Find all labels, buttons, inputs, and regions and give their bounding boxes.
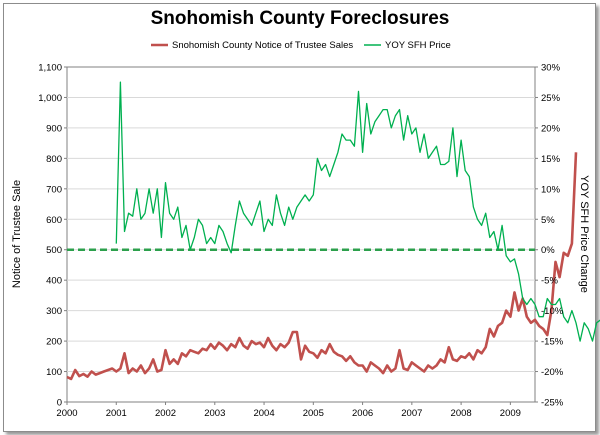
left-tick-label: 600 bbox=[46, 215, 62, 226]
x-tick-label: 2003 bbox=[204, 408, 225, 419]
right-tick-label: 25% bbox=[541, 93, 561, 104]
x-tick-label: 2000 bbox=[56, 408, 77, 419]
left-tick-label: 300 bbox=[46, 306, 62, 317]
x-tick-label: 2009 bbox=[500, 408, 521, 419]
left-tick-label: 500 bbox=[46, 245, 62, 256]
x-tick-label: 2002 bbox=[155, 408, 176, 419]
right-tick-label: -10% bbox=[541, 306, 564, 317]
right-tick-label: 0% bbox=[541, 245, 555, 256]
legend-label-trustee-sales: Snohomish County Notice of Trustee Sales bbox=[172, 40, 353, 51]
left-tick-label: 0 bbox=[57, 398, 62, 409]
x-tick-label: 2001 bbox=[106, 408, 127, 419]
right-tick-label: 10% bbox=[541, 184, 561, 195]
right-tick-label: -20% bbox=[541, 367, 564, 378]
legend: Snohomish County Notice of Trustee Sales… bbox=[151, 40, 451, 51]
legend-label-sfh-price: YOY SFH Price bbox=[385, 40, 451, 51]
chart-title: Snohomish County Foreclosures bbox=[151, 8, 450, 29]
right-tick-label: 15% bbox=[541, 154, 561, 165]
left-tick-label: 700 bbox=[46, 184, 62, 195]
x-tick-label: 2006 bbox=[352, 408, 373, 419]
left-tick-label: 400 bbox=[46, 276, 62, 287]
right-tick-label: 30% bbox=[541, 63, 561, 74]
left-tick-label: 1,000 bbox=[38, 93, 62, 104]
plot-area bbox=[66, 66, 536, 403]
left-tick-label: 800 bbox=[46, 154, 62, 165]
left-axis-label: Notice of Trustee Sale bbox=[11, 180, 23, 288]
right-axis-ticks: -25% -20% -15% -10% -5% 0% 5% 10% 15% 20% 25% 30% bbox=[535, 63, 564, 409]
gridlines bbox=[67, 96, 535, 373]
right-tick-label: -5% bbox=[541, 276, 558, 287]
left-tick-label: 1,100 bbox=[38, 63, 62, 74]
left-tick-label: 200 bbox=[46, 337, 62, 348]
right-tick-label: -15% bbox=[541, 337, 564, 348]
left-tick-label: 900 bbox=[46, 123, 62, 134]
right-tick-label: 5% bbox=[541, 215, 555, 226]
x-tick-label: 2008 bbox=[451, 408, 472, 419]
x-axis-ticks: 2000 2001 2002 2003 2004 2005 2006 2007 2008 2009 bbox=[56, 402, 521, 419]
x-tick-label: 2004 bbox=[253, 408, 274, 419]
x-tick-label: 2007 bbox=[401, 408, 422, 419]
series-line-trustee-sales bbox=[66, 152, 578, 381]
x-tick-label: 2005 bbox=[303, 408, 324, 419]
series-layer bbox=[66, 81, 600, 381]
left-tick-label: 100 bbox=[46, 367, 62, 378]
left-axis-ticks: 0 100 200 300 400 500 600 700 800 900 1,000 1,100 bbox=[38, 63, 67, 409]
right-tick-label: 20% bbox=[541, 123, 561, 134]
series-line-sfh-price bbox=[115, 81, 600, 342]
right-axis-label: YOY SFH Price Change bbox=[578, 175, 590, 293]
right-tick-label: -25% bbox=[541, 398, 564, 409]
